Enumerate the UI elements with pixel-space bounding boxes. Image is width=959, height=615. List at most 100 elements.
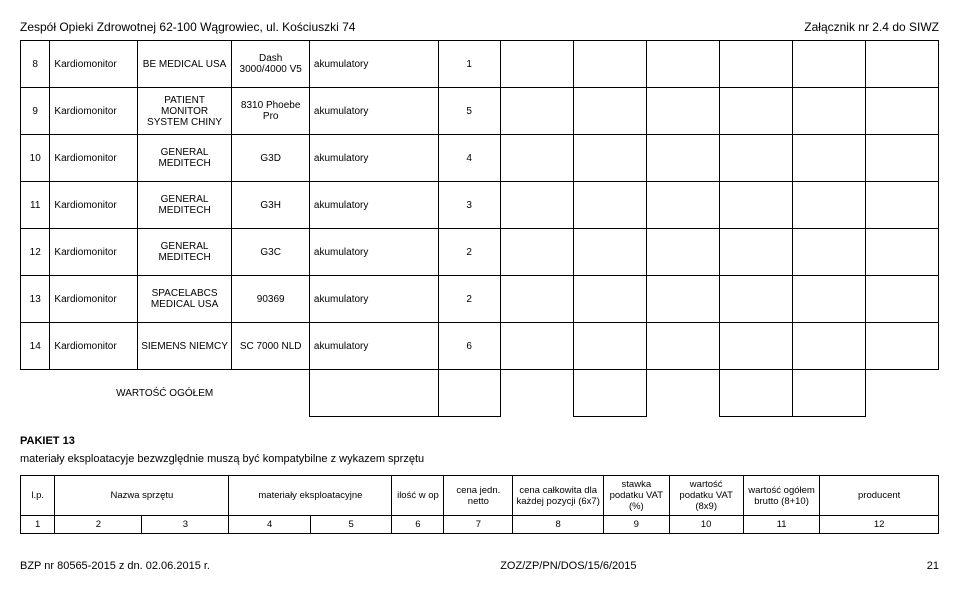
cell-mat: akumulatory: [309, 41, 438, 88]
cell-empty: [792, 276, 865, 323]
header-left: Zespół Opieki Zdrowotnej 62-100 Wągrowie…: [20, 20, 355, 34]
cell-empty: [719, 41, 792, 88]
cell-qty: 1: [438, 41, 500, 88]
cell-empty: [646, 88, 719, 135]
col-vat: wartość podatku VAT (8x9): [669, 476, 743, 516]
header-row-labels: l.p. Nazwa sprzętu materiały eksploatacy…: [21, 476, 939, 516]
pakiet-note: materiały eksploatacyje bezwzględnie mus…: [20, 453, 939, 465]
table-row: 14KardiomonitorSIEMENS NIEMCYSC 7000 NLD…: [21, 323, 939, 370]
cell-empty: [646, 41, 719, 88]
colnum: 11: [743, 516, 820, 534]
table-row: 12KardiomonitorGENERAL MEDITECHG3Cakumul…: [21, 229, 939, 276]
cell-qty: 5: [438, 88, 500, 135]
cell-empty: [792, 182, 865, 229]
cell-num: 11: [21, 182, 50, 229]
cell-empty: [865, 182, 938, 229]
cell-empty: [719, 182, 792, 229]
cell-empty: [573, 88, 646, 135]
cell-empty: [719, 229, 792, 276]
colnum: 3: [142, 516, 229, 534]
cell-mat: akumulatory: [309, 323, 438, 370]
cell-mat: akumulatory: [309, 276, 438, 323]
cell-mat: akumulatory: [309, 135, 438, 182]
cell-name: Kardiomonitor: [50, 135, 137, 182]
col-prod: producent: [820, 476, 939, 516]
table-row: 13KardiomonitorSPACELABCS MEDICAL USA903…: [21, 276, 939, 323]
colnum: 5: [310, 516, 391, 534]
cell-model: 8310 Phoebe Pro: [232, 88, 309, 135]
cell-name: Kardiomonitor: [50, 229, 137, 276]
cell-mfr: GENERAL MEDITECH: [137, 182, 232, 229]
footer-left: BZP nr 80565-2015 z dn. 02.06.2015 r.: [20, 560, 210, 572]
cell-empty: [865, 88, 938, 135]
cell-empty: [792, 88, 865, 135]
cell-empty: [646, 229, 719, 276]
colnum: 2: [55, 516, 142, 534]
cell-mfr: SPACELABCS MEDICAL USA: [137, 276, 232, 323]
cell-empty: [573, 323, 646, 370]
cell-model: G3D: [232, 135, 309, 182]
col-mat: materiały eksploatacyjne: [229, 476, 392, 516]
cell-empty: [573, 135, 646, 182]
colnum: 12: [820, 516, 939, 534]
cell-num: 13: [21, 276, 50, 323]
cell-qty: 2: [438, 276, 500, 323]
total-label: WARTOŚĆ OGÓŁEM: [21, 370, 310, 417]
cell-num: 12: [21, 229, 50, 276]
cell-empty: [792, 41, 865, 88]
cell-num: 8: [21, 41, 50, 88]
col-price: cena jedn. netto: [444, 476, 513, 516]
cell-num: 10: [21, 135, 50, 182]
cell-mfr: GENERAL MEDITECH: [137, 229, 232, 276]
cell-qty: 2: [438, 229, 500, 276]
cell-empty: [865, 229, 938, 276]
cell-model: Dash 3000/4000 V5: [232, 41, 309, 88]
cell-empty: [865, 135, 938, 182]
cell-empty: [573, 229, 646, 276]
cell-empty: [573, 41, 646, 88]
cell-empty: [573, 276, 646, 323]
page-header: Zespół Opieki Zdrowotnej 62-100 Wągrowie…: [20, 20, 939, 34]
page-footer: BZP nr 80565-2015 z dn. 02.06.2015 r. ZO…: [20, 560, 939, 572]
cell-empty: [646, 323, 719, 370]
cell-empty: [865, 276, 938, 323]
cell-empty: [792, 229, 865, 276]
cell-name: Kardiomonitor: [50, 276, 137, 323]
cell-empty: [719, 88, 792, 135]
cell-model: G3H: [232, 182, 309, 229]
pakiet-header-table: l.p. Nazwa sprzętu materiały eksploatacy…: [20, 475, 939, 534]
cell-empty: [646, 182, 719, 229]
colnum: 8: [513, 516, 604, 534]
cell-empty: [500, 135, 573, 182]
cell-name: Kardiomonitor: [50, 323, 137, 370]
cell-model: SC 7000 NLD: [232, 323, 309, 370]
cell-empty: [500, 88, 573, 135]
header-row-nums: 1 2 3 4 5 6 7 8 9 10 11 12: [21, 516, 939, 534]
cell-empty: [865, 41, 938, 88]
total-empty: [792, 370, 865, 417]
col-lp: l.p.: [21, 476, 55, 516]
cell-mfr: PATIENT MONITOR SYSTEM CHINY: [137, 88, 232, 135]
cell-empty: [719, 276, 792, 323]
cell-mat: akumulatory: [309, 182, 438, 229]
cell-name: Kardiomonitor: [50, 41, 137, 88]
col-gross: wartość ogółem brutto (8+10): [743, 476, 820, 516]
total-empty: [500, 370, 573, 417]
cell-empty: [865, 323, 938, 370]
cell-model: G3C: [232, 229, 309, 276]
col-qty: ilość w op: [392, 476, 444, 516]
table-row: 10KardiomonitorGENERAL MEDITECHG3Dakumul…: [21, 135, 939, 182]
colnum: 10: [669, 516, 743, 534]
cell-empty: [500, 229, 573, 276]
table-row: 9KardiomonitorPATIENT MONITOR SYSTEM CHI…: [21, 88, 939, 135]
cell-empty: [719, 323, 792, 370]
table-row: 11KardiomonitorGENERAL MEDITECHG3Hakumul…: [21, 182, 939, 229]
colnum: 1: [21, 516, 55, 534]
footer-center: ZOZ/ZP/PN/DOS/15/6/2015: [500, 560, 636, 572]
cell-qty: 4: [438, 135, 500, 182]
cell-empty: [500, 182, 573, 229]
cell-num: 9: [21, 88, 50, 135]
total-empty: [573, 370, 646, 417]
col-name: Nazwa sprzętu: [55, 476, 229, 516]
table-row: 8KardiomonitorBE MEDICAL USADash 3000/40…: [21, 41, 939, 88]
